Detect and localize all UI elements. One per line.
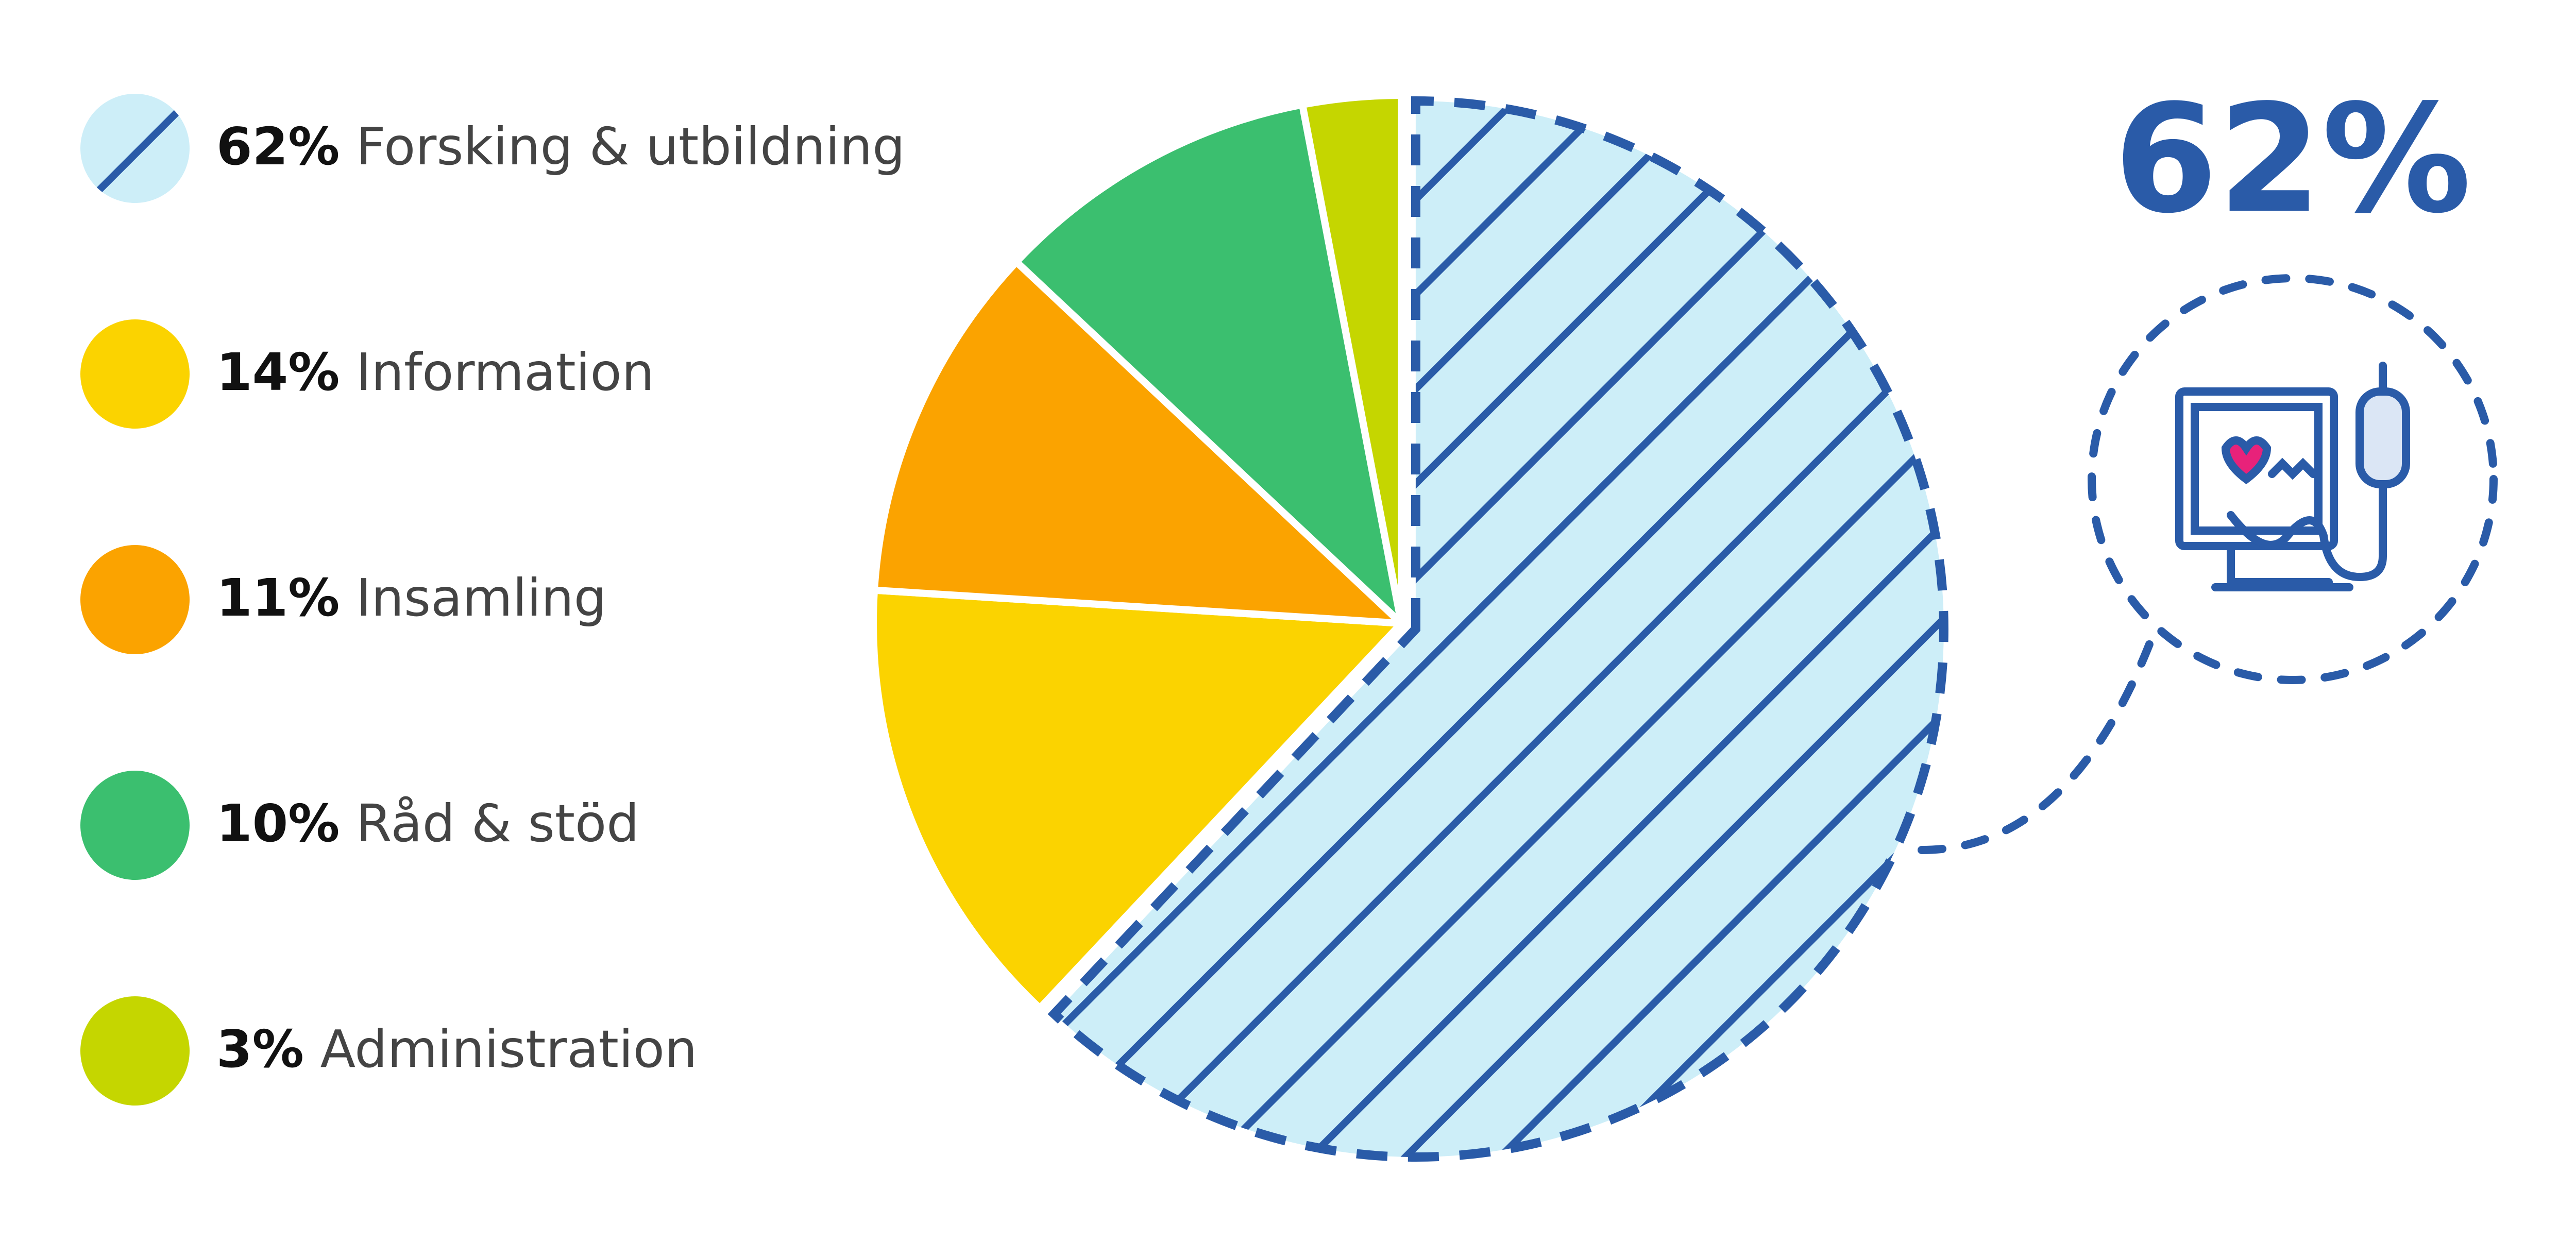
legend: 62% Forsking & utbildning 14% Information… — [80, 94, 905, 1106]
legend-name: Forsking & utbildning — [356, 116, 905, 177]
legend-swatch — [80, 545, 190, 654]
legend-name: Administration — [320, 1019, 698, 1079]
legend-value: 10% — [216, 793, 340, 854]
legend-swatch — [80, 771, 190, 880]
pie-slice — [1012, 101, 1405, 627]
legend-name: Insamling — [356, 568, 606, 628]
legend-label: 10% Råd & stöd — [216, 793, 639, 854]
legend-swatch — [80, 319, 190, 429]
legend-label: 3% Administration — [216, 1019, 697, 1079]
pie-slice — [1047, 96, 1948, 1162]
pie-slice — [1298, 92, 1405, 627]
legend-value: 62% — [216, 116, 340, 177]
legend-value: 14% — [216, 342, 340, 402]
legend-name: Råd & stöd — [356, 793, 639, 854]
pie-slice — [871, 258, 1405, 627]
legend-value: 11% — [216, 568, 340, 628]
legend-swatch — [80, 996, 190, 1106]
pie-slice — [870, 586, 1405, 1012]
legend-value: 3% — [216, 1019, 304, 1079]
callout-value: 62% — [2114, 73, 2471, 246]
legend-label: 14% Information — [216, 342, 654, 402]
legend-label: 11% Insamling — [216, 568, 606, 628]
legend-name: Information — [356, 342, 654, 402]
pie — [870, 92, 1948, 1162]
legend-swatch — [80, 94, 190, 203]
callout-icon — [1918, 274, 2498, 854]
legend-label: 62% Forsking & utbildning — [216, 116, 905, 177]
